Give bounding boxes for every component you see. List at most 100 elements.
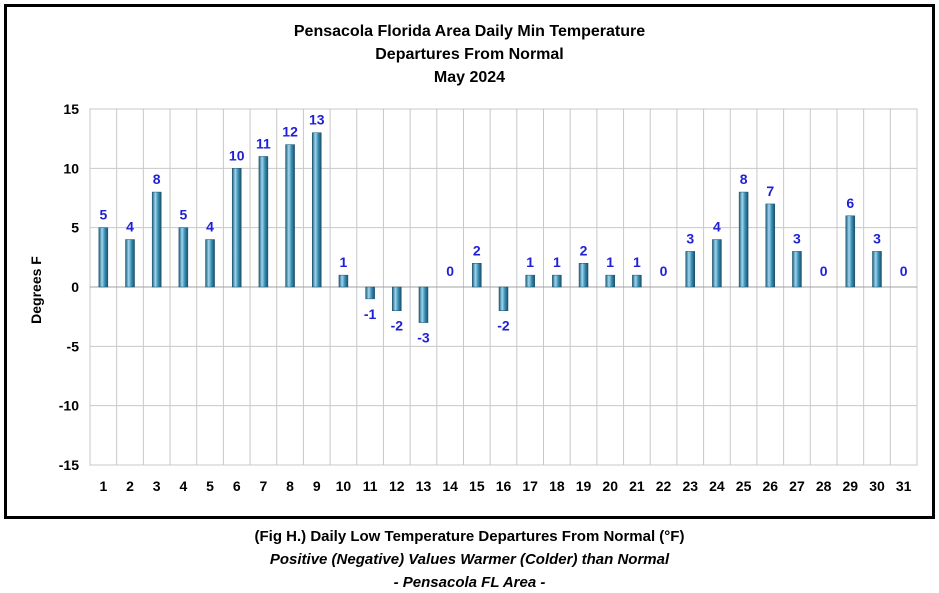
x-tick-label: 18 (549, 478, 565, 494)
bar (258, 156, 269, 288)
data-label: 11 (256, 135, 271, 151)
data-label: 1 (553, 254, 561, 270)
bar (285, 144, 295, 288)
x-tick-label: 8 (286, 478, 294, 494)
data-label: 10 (229, 147, 245, 163)
x-tick-label: 15 (469, 478, 485, 494)
x-tick-label: 23 (682, 478, 698, 494)
x-tick-label: 13 (416, 478, 432, 494)
x-tick-label: 6 (233, 478, 241, 494)
x-tick-label: 1 (99, 478, 107, 494)
data-label: 2 (580, 242, 588, 258)
bar (392, 286, 402, 311)
y-tick-label: -5 (67, 338, 80, 354)
bar (151, 191, 162, 288)
bar (231, 168, 242, 288)
x-tick-label: 2 (126, 478, 134, 494)
chart-title-line-3: May 2024 (433, 69, 506, 86)
caption-line-2: Positive (Negative) Values Warmer (Colde… (269, 551, 670, 568)
x-tick-label: 25 (736, 478, 752, 494)
data-label: 1 (340, 254, 348, 270)
bar (98, 227, 109, 288)
data-label: 0 (446, 263, 454, 279)
y-tick-label: -15 (59, 457, 79, 473)
data-label: 0 (900, 263, 908, 279)
bar (792, 251, 802, 288)
bar (498, 286, 509, 311)
data-label: 8 (153, 171, 161, 187)
y-axis-label: Degrees F (28, 256, 44, 324)
data-label: 4 (206, 219, 214, 235)
bar (178, 227, 189, 288)
x-tick-label: 11 (363, 478, 378, 494)
x-tick-label: 12 (389, 478, 405, 494)
x-tick-label: 19 (576, 478, 592, 494)
data-label: -3 (417, 330, 430, 346)
x-tick-label: 4 (179, 478, 187, 494)
bar (578, 263, 589, 288)
y-tick-label: 15 (63, 101, 79, 117)
data-label: 4 (126, 219, 134, 235)
y-tick-label: -10 (59, 398, 79, 414)
data-label: 1 (526, 254, 534, 270)
x-tick-label: 31 (896, 478, 912, 494)
bar (338, 274, 349, 288)
x-tick-label: 20 (602, 478, 618, 494)
bar (605, 274, 615, 288)
data-label: 5 (179, 207, 187, 223)
x-tick-label: 21 (629, 478, 645, 494)
bar (845, 215, 856, 288)
x-tick-label: 9 (313, 478, 321, 494)
bar (872, 251, 882, 288)
data-label: -2 (391, 318, 404, 334)
y-tick-label: 5 (71, 220, 79, 236)
x-tick-label: 26 (762, 478, 778, 494)
bar (312, 132, 322, 288)
bar (738, 191, 749, 288)
chart-title-line-2: Departures From Normal (375, 46, 564, 63)
data-label: 13 (309, 112, 325, 128)
caption-line-1: (Fig H.) Daily Low Temperature Departure… (254, 528, 685, 545)
data-label: 1 (633, 254, 641, 270)
data-label: 12 (282, 124, 298, 140)
data-label: 4 (713, 219, 721, 235)
x-tick-label: 22 (656, 478, 672, 494)
x-tick-label: 16 (496, 478, 512, 494)
data-label: -1 (364, 306, 377, 322)
data-label: -2 (497, 318, 510, 334)
caption-line-3: - Pensacola FL Area - (393, 574, 546, 591)
x-tick-label: 3 (153, 478, 161, 494)
x-tick-label: 28 (816, 478, 832, 494)
data-label: 8 (740, 171, 748, 187)
bar (685, 251, 695, 288)
data-label: 7 (766, 183, 774, 199)
data-label: 2 (473, 242, 481, 258)
chart-title-line-1: Pensacola Florida Area Daily Min Tempera… (293, 23, 646, 40)
data-label: 3 (793, 230, 801, 246)
data-label: 0 (660, 263, 668, 279)
chart-plot: 151050-5-10-155142835445106117128139110-… (28, 101, 918, 494)
chart-frame: Pensacola Florida Area Daily Min Tempera… (4, 4, 935, 519)
y-tick-label: 10 (63, 160, 79, 176)
x-tick-label: 5 (206, 478, 214, 494)
bar (472, 263, 482, 288)
x-tick-label: 10 (336, 478, 352, 494)
bar (125, 239, 135, 288)
x-tick-label: 7 (260, 478, 268, 494)
data-label: 3 (686, 230, 694, 246)
x-tick-label: 24 (709, 478, 725, 494)
bar (418, 286, 429, 323)
data-label: 5 (99, 207, 107, 223)
x-tick-label: 29 (843, 478, 859, 494)
data-label: 0 (820, 263, 828, 279)
bar (632, 274, 642, 288)
bar (205, 239, 215, 288)
data-label: 6 (846, 195, 854, 211)
bar (365, 286, 375, 300)
bar (712, 239, 722, 288)
bar (552, 274, 562, 288)
x-tick-label: 27 (789, 478, 805, 494)
x-tick-label: 17 (522, 478, 538, 494)
bar (765, 203, 776, 288)
bar (525, 274, 535, 288)
